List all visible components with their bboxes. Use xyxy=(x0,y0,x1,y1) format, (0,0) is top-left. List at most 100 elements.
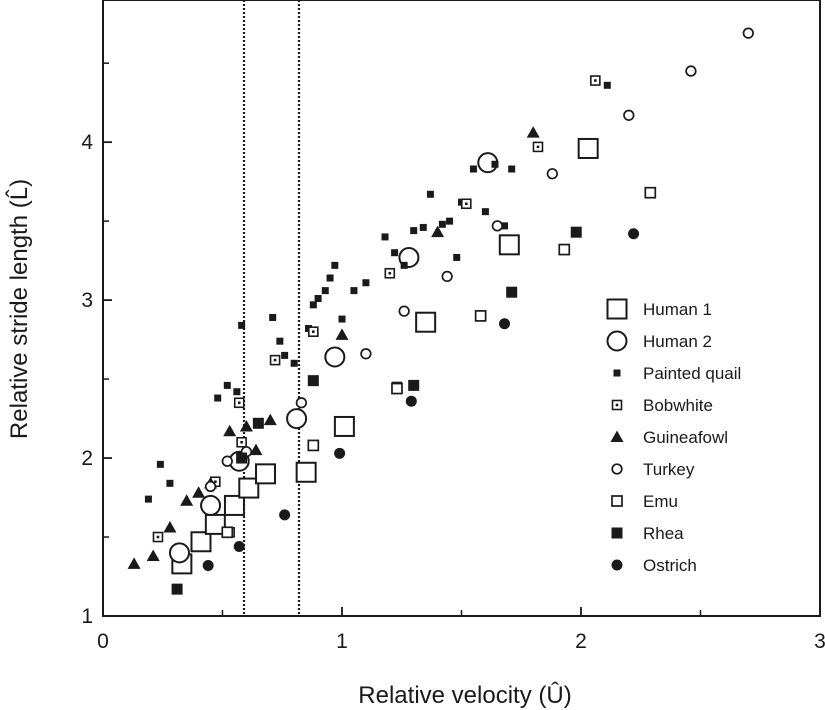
point-painted-quail xyxy=(314,295,322,303)
point-turkey xyxy=(685,65,697,77)
marker-dot xyxy=(156,535,160,539)
point-human-2 xyxy=(324,346,346,368)
point-rhea xyxy=(506,286,518,298)
point-emu xyxy=(644,186,657,199)
point-guineafowl xyxy=(263,413,277,426)
point-turkey xyxy=(742,27,754,39)
point-turkey xyxy=(491,220,504,232)
point-bobwhite xyxy=(233,397,245,409)
point-painted-quail xyxy=(481,208,489,216)
x-tick-label: 3 xyxy=(814,630,825,653)
point-painted-quail xyxy=(438,220,446,228)
x-tick-label: 1 xyxy=(336,630,348,653)
point-painted-quail xyxy=(233,388,241,396)
x-axis-label: Relative velocity (Û) xyxy=(358,681,571,709)
legend-label-painted-quail: Painted quail xyxy=(643,364,741,383)
y-tick-label: 2 xyxy=(81,447,93,470)
legend-marker-guineafowl xyxy=(610,430,624,442)
legend-label-ostrich: Ostrich xyxy=(643,556,697,575)
point-human-1 xyxy=(415,311,437,333)
point-human-1 xyxy=(238,477,260,499)
point-painted-quail xyxy=(309,301,317,309)
point-human-1 xyxy=(204,513,226,535)
point-human-1 xyxy=(577,137,599,159)
legend-marker-turkey xyxy=(611,463,623,475)
point-human-2 xyxy=(200,494,222,516)
point-ostrich xyxy=(279,509,291,521)
marker-dot xyxy=(312,330,315,333)
marker-dot xyxy=(240,440,243,444)
point-painted-quail xyxy=(400,261,408,269)
y-axis-label: Relative stride length (L̂) xyxy=(5,179,33,439)
point-emu xyxy=(391,382,403,395)
point-ostrich xyxy=(334,447,346,459)
point-bobwhite xyxy=(384,267,396,279)
point-painted-quail xyxy=(603,81,611,89)
legend-label-turkey: Turkey xyxy=(643,460,695,479)
point-human-1 xyxy=(255,463,277,485)
point-human-1 xyxy=(223,494,245,516)
point-turkey xyxy=(204,480,217,493)
point-painted-quail xyxy=(391,249,399,257)
point-turkey xyxy=(360,348,372,360)
point-turkey xyxy=(546,168,558,180)
point-painted-quail xyxy=(238,321,246,329)
point-guineafowl xyxy=(163,521,177,533)
point-painted-quail xyxy=(156,460,164,468)
point-painted-quail xyxy=(281,351,289,359)
point-ostrich xyxy=(405,395,417,407)
point-ostrich xyxy=(233,541,245,553)
point-painted-quail xyxy=(214,394,222,402)
point-rhea xyxy=(252,417,264,429)
point-turkey xyxy=(623,109,635,121)
point-human-1 xyxy=(295,461,317,483)
point-painted-quail xyxy=(501,222,509,230)
point-human-1 xyxy=(190,531,212,553)
point-bobwhite xyxy=(590,75,601,86)
point-guineafowl xyxy=(335,328,349,340)
point-painted-quail xyxy=(338,315,346,323)
point-painted-quail xyxy=(269,313,277,321)
y-tick-label: 1 xyxy=(81,605,93,628)
point-ostrich xyxy=(202,559,214,571)
point-rhea xyxy=(236,452,248,464)
point-emu xyxy=(307,439,320,452)
point-guineafowl xyxy=(249,443,263,456)
legend: Human 1 Human 2 Painted quail Bobwhite Guine… xyxy=(606,298,741,575)
x-tick-label: 0 xyxy=(97,630,109,653)
point-bobwhite xyxy=(308,326,319,337)
legend-label-guineafowl: Guineafowl xyxy=(643,428,728,447)
point-painted-quail xyxy=(453,253,461,261)
marker-dot xyxy=(214,480,217,484)
legend-label-emu: Emu xyxy=(643,492,678,511)
point-painted-quail xyxy=(426,190,434,198)
point-painted-quail xyxy=(290,359,298,367)
point-painted-quail xyxy=(362,279,370,287)
legend-marker-ostrich xyxy=(611,559,623,571)
point-turkey xyxy=(441,270,453,283)
point-bobwhite xyxy=(236,436,247,448)
point-painted-quail xyxy=(508,165,516,173)
point-guineafowl xyxy=(239,419,253,432)
point-turkey xyxy=(398,305,410,317)
legend-label-rhea: Rhea xyxy=(643,524,684,543)
point-rhea xyxy=(307,375,319,387)
marker-dot xyxy=(388,271,392,275)
reference-lines xyxy=(242,0,301,616)
point-emu xyxy=(558,243,571,256)
point-painted-quail xyxy=(276,337,284,345)
marker-dot xyxy=(237,401,241,405)
point-rhea xyxy=(171,583,183,595)
point-turkey xyxy=(295,397,308,409)
legend-label-human-2: Human 2 xyxy=(643,332,712,351)
marker-dot xyxy=(536,145,540,149)
point-ostrich xyxy=(628,228,640,240)
marker-dot xyxy=(594,79,597,82)
point-human-1 xyxy=(498,234,520,256)
point-painted-quail xyxy=(469,165,477,173)
point-painted-quail xyxy=(321,287,329,295)
y-tick-label: 3 xyxy=(81,289,93,312)
point-guineafowl xyxy=(431,225,445,238)
